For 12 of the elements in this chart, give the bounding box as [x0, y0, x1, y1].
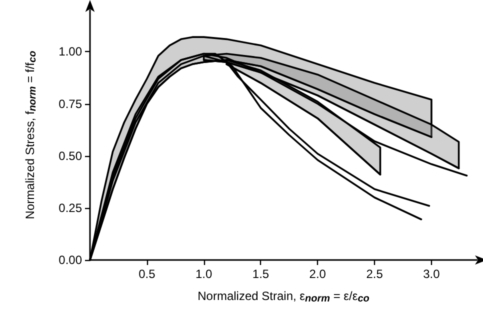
- y-tick-label: 1.00: [58, 44, 82, 59]
- y-tick-label: 0.00: [58, 253, 82, 267]
- y-tick-label: 0.50: [58, 148, 82, 163]
- x-tick-label: 0.5: [138, 267, 156, 281]
- x-tick-label: 2.5: [366, 267, 384, 281]
- y-tick-label: 0.75: [58, 96, 82, 111]
- x-tick-label: 3.0: [423, 267, 440, 281]
- x-tick-label: 1.5: [252, 267, 270, 281]
- x-tick-label: 1.0: [195, 267, 212, 281]
- y-axis-title: Normalized Stress, fnorm = f/fco: [23, 50, 38, 220]
- y-tick-label: 0.25: [58, 200, 82, 215]
- x-tick-label: 2.0: [309, 267, 326, 281]
